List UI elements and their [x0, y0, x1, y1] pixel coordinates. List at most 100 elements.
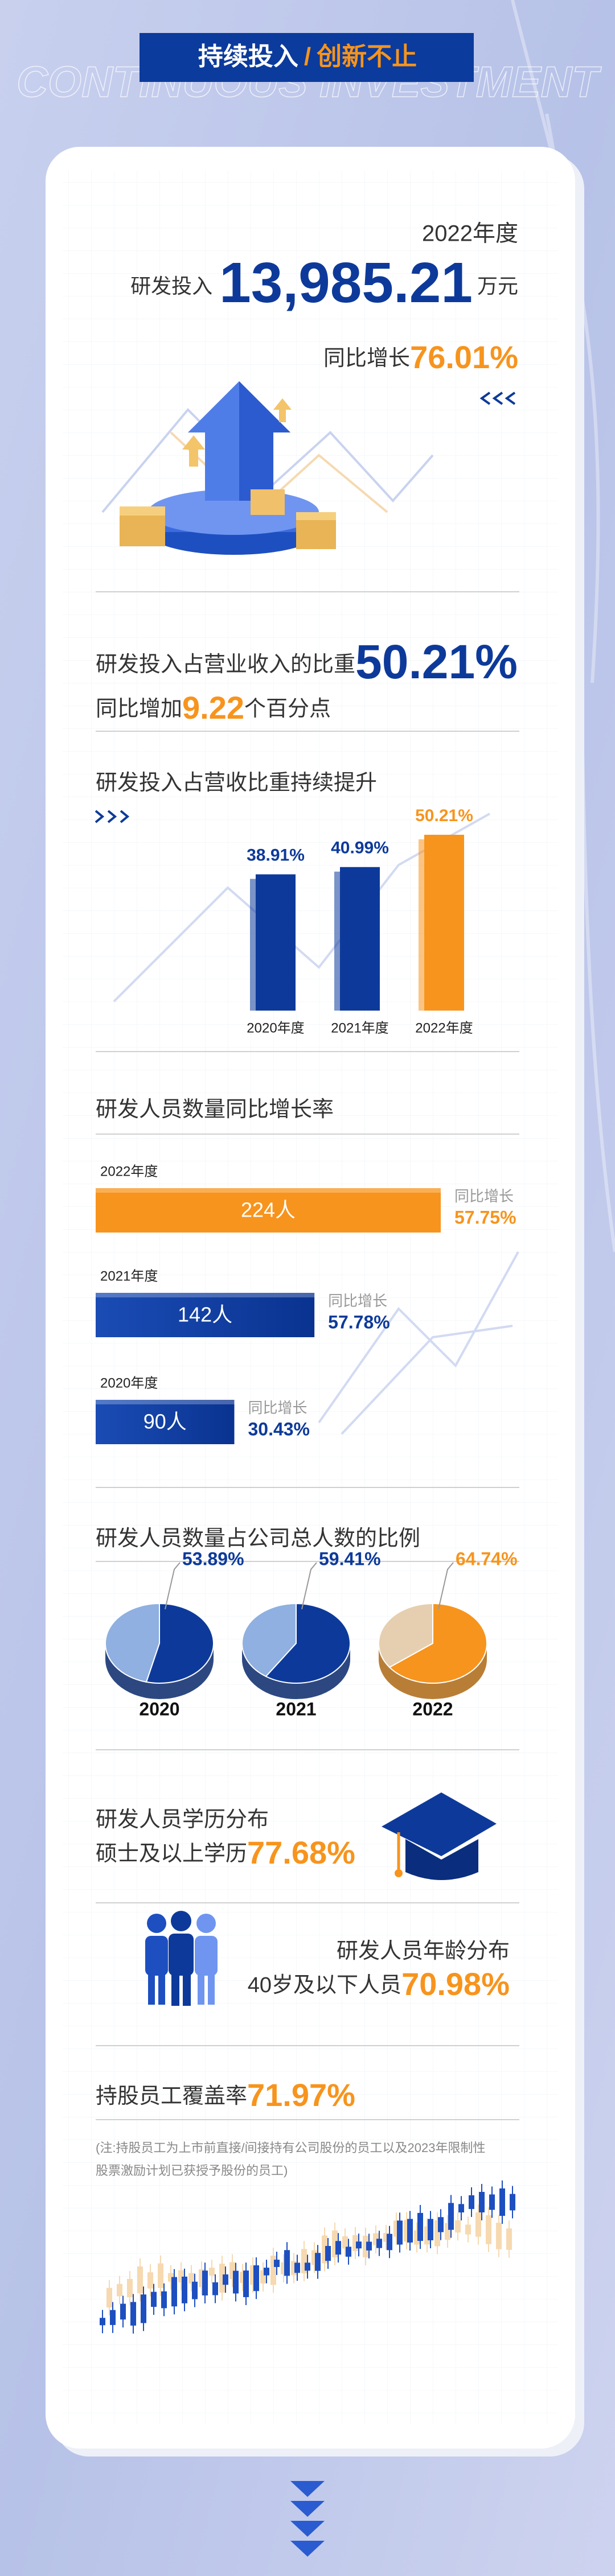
candle-body	[182, 2276, 187, 2303]
bar-top	[96, 1188, 441, 1193]
bar-side	[250, 879, 256, 1011]
pie-side	[105, 1643, 214, 1699]
candle-body	[404, 2220, 409, 2242]
rd-label: 研发投入	[130, 274, 212, 298]
candle-body	[376, 2239, 382, 2248]
leader-line	[301, 1562, 317, 1610]
candle-body	[325, 2245, 331, 2261]
candle-body	[301, 2249, 307, 2274]
candle-body	[253, 2265, 259, 2291]
candle-body	[106, 2288, 112, 2308]
candle-body	[346, 2247, 351, 2257]
rd-line: 研发投入 13,985.21 万元	[130, 251, 518, 315]
growth-line: 同比增长76.01%	[323, 339, 518, 375]
candle-body	[137, 2266, 143, 2294]
candle-body	[158, 2263, 163, 2288]
candle-body	[229, 2262, 235, 2280]
candle-body	[168, 2273, 174, 2282]
education-title: 研发人员学历分布	[96, 1808, 269, 1832]
candle-body	[199, 2269, 204, 2288]
bar	[256, 874, 296, 1011]
candle-body	[291, 2261, 297, 2276]
section-title: 研发人员数量同比增长率	[96, 1098, 334, 1122]
candle-body	[414, 2230, 420, 2245]
education-line: 硕士及以上学历77.68%	[96, 1835, 355, 1870]
candle-body	[117, 2284, 122, 2297]
title-divider: /	[304, 43, 311, 71]
candle-body	[130, 2302, 136, 2326]
category-label: 2020	[139, 1699, 179, 1719]
candle-body	[212, 2282, 218, 2295]
growth-label: 同比增长	[248, 1399, 307, 1416]
category-label: 2020年度	[247, 1020, 304, 1036]
growth-label: 同比增长	[328, 1292, 387, 1309]
value-label: 59.41%	[319, 1548, 381, 1569]
ratio-line: 研发投入占营业收入的比重50.21%	[96, 635, 518, 689]
growth-label: 同比增长	[454, 1188, 514, 1205]
note: (注:持股员工为上市前直接/间接持有公司股份的员工以及2023年限制性	[96, 2141, 486, 2155]
candle-body	[393, 2220, 399, 2237]
growth-value: 76.01%	[410, 339, 518, 375]
leader-line	[165, 1562, 181, 1610]
age-label: 40岁及以下人员	[248, 1973, 401, 1997]
chevrons	[95, 810, 130, 823]
candle-body	[274, 2260, 280, 2267]
candle-body	[127, 2278, 133, 2298]
bar	[96, 1400, 235, 1444]
bar	[96, 1188, 441, 1233]
candle-body	[147, 2272, 153, 2289]
candle-body	[315, 2253, 321, 2271]
candle-body	[120, 2303, 126, 2320]
value-label: 38.91%	[247, 846, 305, 864]
pie-slice	[145, 1602, 214, 1684]
title-left: 持续投入	[198, 43, 298, 71]
candle-body	[171, 2277, 177, 2307]
age-line: 40岁及以下人员70.98%	[248, 1966, 510, 2002]
section-title: 研发人员数量占公司总人数的比例	[96, 1527, 420, 1551]
candle-body	[243, 2270, 249, 2297]
category-label: 2021年度	[100, 1268, 158, 1284]
candle-body	[356, 2241, 362, 2249]
decor	[318, 1251, 519, 1435]
candle-body	[448, 2203, 454, 2230]
candle-body	[383, 2233, 389, 2242]
value-label: 53.89%	[182, 1548, 244, 1569]
bar-top	[96, 1293, 315, 1297]
ratio-value: 50.21%	[355, 635, 518, 689]
change-prefix: 同比增加	[96, 697, 182, 721]
change-value: 9.22	[182, 690, 244, 726]
candle-body	[151, 2291, 157, 2307]
candle-body	[366, 2241, 372, 2251]
candle-body	[496, 2223, 502, 2249]
cap-icon	[382, 1792, 497, 1880]
candlestick-decor	[100, 2180, 515, 2334]
leader-line	[438, 1562, 454, 1610]
category-label: 2021	[276, 1699, 316, 1719]
candle-body	[397, 2220, 403, 2245]
candle-body	[417, 2212, 423, 2241]
candle-body	[223, 2274, 228, 2285]
candle-body	[510, 2194, 515, 2211]
candle-body	[469, 2195, 474, 2210]
education-label: 硕士及以上学历	[96, 1842, 247, 1866]
bar	[340, 867, 380, 1011]
candle-body	[428, 2219, 433, 2241]
banner	[140, 33, 474, 82]
candle-body	[486, 2215, 491, 2244]
candle-body	[209, 2268, 215, 2276]
category-label: 2020年度	[100, 1375, 158, 1391]
share-label: 持股员工覆盖率	[96, 2084, 247, 2108]
chevrons	[479, 391, 516, 405]
pie-side	[379, 1643, 487, 1699]
candle-body	[424, 2226, 430, 2245]
candle-body	[202, 2270, 208, 2295]
category-label: 2022	[412, 1699, 453, 1719]
illustration	[101, 381, 434, 555]
candle-body	[387, 2233, 392, 2251]
category-label: 2022年度	[100, 1164, 158, 1179]
candle-body	[270, 2255, 276, 2285]
candle-body	[352, 2235, 358, 2252]
candle-body	[294, 2262, 300, 2273]
candle-body	[499, 2188, 505, 2216]
